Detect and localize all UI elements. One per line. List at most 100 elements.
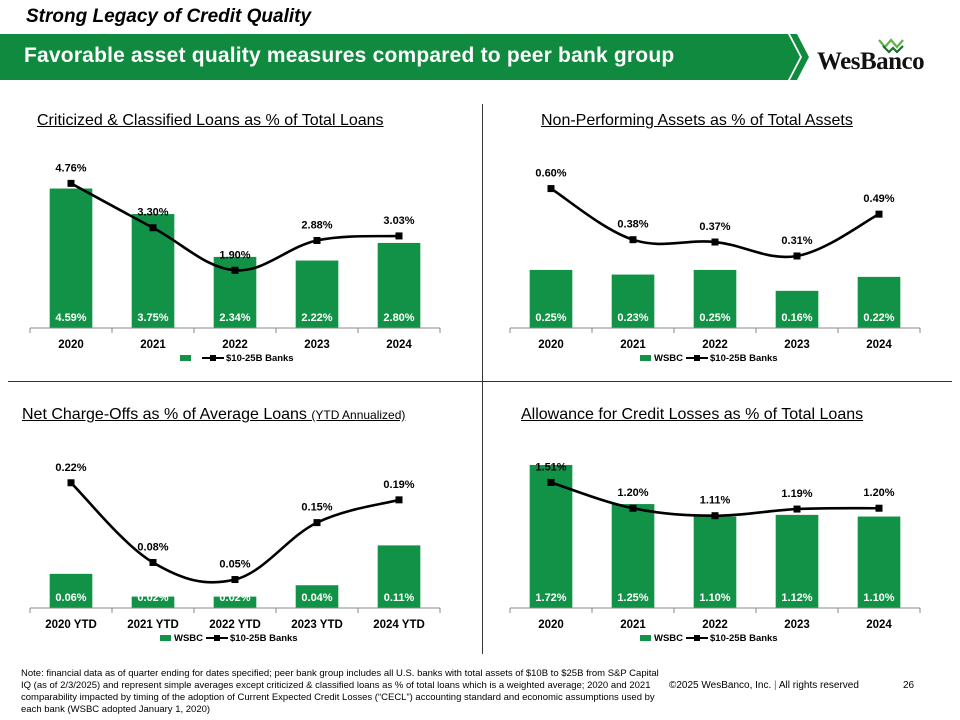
peer-label: 1.20% [863,487,894,499]
chart-allowance-credit-losses: 1.72% 1.25% 1.10% 1.12% 1.10% 2020 2021 2022 202… [509,461,921,644]
bar-label: 1.12% [781,592,812,604]
bar-2022 YTD [213,596,257,608]
bar-2023 [775,290,819,328]
bar-2022 [693,516,737,608]
peer-marker [395,232,403,240]
peer-marker [395,496,403,504]
peer-marker [67,479,75,487]
x-tick-label: 2023 [784,339,810,351]
bar-2023 [775,514,819,608]
bar-2020 [529,464,573,608]
legend-bar-label: WSBC [654,353,683,364]
bar-label: 0.11% [384,592,415,604]
chart-net-charge-offs: 0.06% 0.02% 0.02% 0.04% 0.11% 2020 YTD 2021 YT… [29,462,441,644]
x-tick-label: 2023 [784,619,810,631]
peer-label: 1.19% [781,488,812,500]
bar-label: 1.25% [617,592,648,604]
legend-line-marker [214,635,220,641]
bar-2021 [131,214,175,328]
x-tick-label: 2021 [620,339,646,351]
legend-line-label: $10-25B Banks [226,353,294,364]
bar-label: 0.25% [535,312,566,324]
chart-1-title: Criticized & Classified Loans as % of To… [37,112,384,129]
x-tick-label: 2020 [538,619,564,631]
chart-non-performing-assets: 0.25% 0.23% 0.25% 0.16% 0.22% 2020 2021 2022 202… [509,168,921,364]
bar-2024 [377,242,421,328]
peer-marker [67,179,75,187]
horizontal-divider [8,381,952,382]
x-tick-label: 2020 [538,339,564,351]
bar-label: 1.10% [863,592,894,604]
legend-bar-swatch [640,635,651,641]
bar-label: 3.75% [137,312,168,324]
banner-heading: Favorable asset quality measures compare… [24,44,675,67]
x-tick-label: 2021 [620,619,646,631]
x-tick-label: 2024 YTD [373,619,425,631]
bar-2020 YTD [49,573,93,608]
peer-label: 3.30% [137,207,168,219]
bar-label: 2.22% [301,312,332,324]
bar-2023 YTD [295,585,339,608]
legend-line-marker [694,635,700,641]
peer-label: 1.11% [700,495,731,507]
bar-label: 0.22% [863,312,894,324]
x-tick-label: 2022 [222,339,248,351]
vertical-divider [482,104,483,654]
peer-label: 1.51% [535,461,566,473]
x-tick-label: 2022 YTD [209,619,261,631]
peer-marker [711,512,719,520]
bar-label: 0.02% [137,592,168,604]
legend-line-label: $10-25B Banks [710,353,778,364]
x-tick-label: 2020 [58,339,84,351]
peer-label: 1.90% [219,249,250,261]
peer-marker [793,505,801,513]
legend-line-marker [210,355,216,361]
peer-marker [313,519,321,527]
peer-marker [547,478,555,486]
legend-bar-label: WSBC [654,633,683,644]
copyright: ©2025 WesBanco, Inc. | All rights reserv… [669,680,859,691]
peer-marker [547,185,555,193]
logo-mark-icon [878,38,904,54]
page-number: 26 [903,680,915,691]
logo-text: WesBanco [817,48,925,75]
peer-label: 0.19% [383,479,414,491]
bar-label: 0.25% [699,312,730,324]
legend-line-marker [694,355,700,361]
title-banner [0,34,809,80]
bar-2023 [295,260,339,328]
peer-marker [149,224,157,232]
peer-marker [629,236,637,244]
peer-marker [231,576,239,584]
peer-label: 1.20% [617,487,648,499]
bar-2022 [693,269,737,328]
legend-bar-label: WSBC [174,633,203,644]
chart-4-title: Allowance for Credit Losses as % of Tota… [521,406,864,423]
slide-title: Strong Legacy of Credit Quality [26,6,312,27]
bar-label: 0.04% [301,592,332,604]
legend-line-label: $10-25B Banks [230,633,298,644]
legend-bar-swatch [160,635,171,641]
x-tick-label: 2024 [866,619,892,631]
bar-2021 [611,274,655,328]
peer-label: 0.31% [781,235,812,247]
x-tick-label: 2022 [702,339,728,351]
peer-label: 2.88% [301,219,332,231]
x-tick-label: 2024 [866,339,892,351]
x-tick-label: 2021 YTD [127,619,179,631]
x-tick-label: 2022 [702,619,728,631]
x-tick-label: 2023 YTD [291,619,343,631]
peer-marker [629,504,637,512]
peer-marker [793,252,801,260]
chart-2-title: Non-Performing Assets as % of Total Asse… [541,112,853,129]
bar-label: 0.16% [781,312,812,324]
bar-label: 0.06% [55,592,86,604]
peer-marker [149,558,157,566]
peer-label: 0.05% [219,559,250,571]
x-tick-label: 2024 [386,339,412,351]
bar-label: 0.02% [219,592,250,604]
peer-marker [875,504,883,512]
peer-label: 0.22% [55,462,86,474]
bar-2024 [857,516,901,608]
x-tick-label: 2020 YTD [45,619,97,631]
